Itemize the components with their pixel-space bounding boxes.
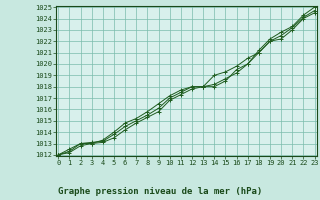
Text: Graphe pression niveau de la mer (hPa): Graphe pression niveau de la mer (hPa) [58, 187, 262, 196]
